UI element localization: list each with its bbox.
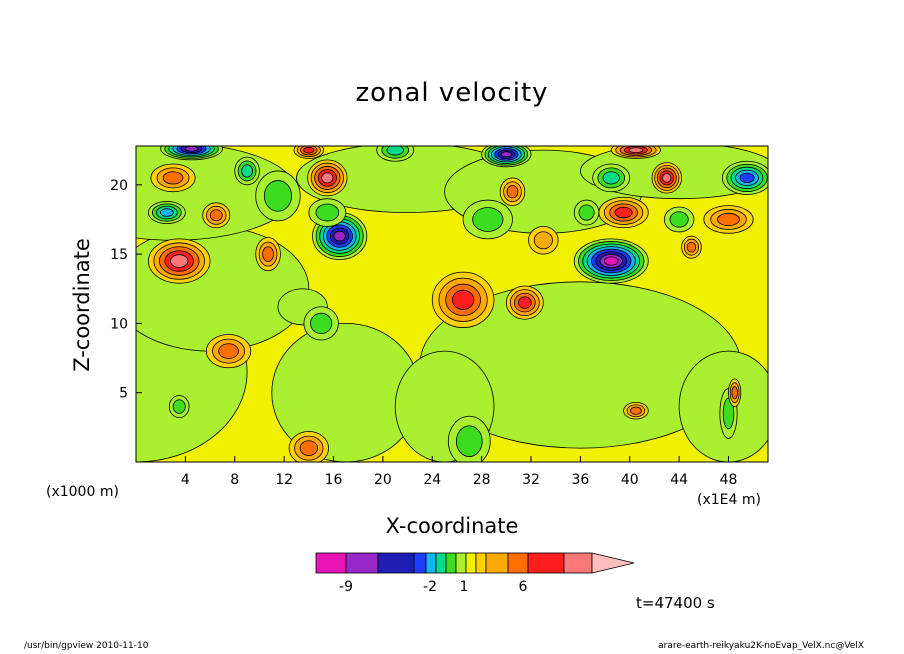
contour-5-3 [218, 343, 239, 359]
colorbar-bin-11 [507, 552, 529, 574]
x-tick-label-7: 32 [522, 472, 540, 488]
contour-21-3 [506, 185, 519, 199]
contour-27-4 [614, 206, 633, 219]
y-tick-label-2: 15 [110, 247, 128, 263]
colorbar: -9 -2 1 6 [315, 552, 635, 595]
colorbar-bin-13 [563, 552, 593, 574]
x-tick-label-5: 24 [423, 472, 441, 488]
contour-4-3 [209, 209, 223, 222]
contour-10-3 [299, 440, 318, 456]
contour-16-2 [172, 399, 186, 414]
contour-35-2 [722, 397, 735, 430]
colorbar-label-1: -2 [423, 579, 437, 595]
x-tick-label-1: 8 [230, 472, 239, 488]
colorbar-bin-2 [377, 552, 415, 574]
x-tick-label-8: 36 [571, 472, 589, 488]
footer-left: /usr/bin/gpview 2010-11-10 [24, 641, 149, 651]
contour-33-3 [717, 212, 740, 227]
colorbar-bin-1 [345, 552, 379, 574]
footer-right: arare-earth-reikyaku2K-noEvap_VelX.nc@Ve… [658, 641, 864, 651]
x-tick-label-11: 48 [720, 472, 738, 488]
colorbar-bin-3 [413, 552, 427, 574]
contour-1-3 [162, 171, 184, 185]
contour-2-4 [160, 208, 174, 217]
contour-26-2 [578, 204, 595, 221]
plot-area [136, 146, 768, 462]
contour-32-5 [739, 172, 755, 184]
contour-7-2 [263, 180, 293, 212]
contour-22-2 [533, 231, 553, 250]
colorbar-bin-8 [465, 552, 477, 574]
x-tick-label-4: 20 [374, 472, 392, 488]
x-unit-label: (x1000 m) [46, 484, 119, 500]
colorbar-bin-4 [425, 552, 437, 574]
contour-37-3 [630, 406, 642, 415]
time-label: t=47400 s [636, 594, 715, 612]
contour-20-2 [472, 207, 504, 232]
colorbar-label-0: -9 [339, 579, 353, 595]
colorbar-bin-5 [435, 552, 447, 574]
colorbar-arrow [591, 552, 635, 574]
contour-8-3 [262, 246, 274, 262]
colorbar-bin-12 [527, 552, 565, 574]
contour-17-3 [386, 146, 404, 156]
y-tick-label-3: 20 [110, 178, 128, 194]
colorbar-bin-7 [455, 552, 467, 574]
contour-19-4 [517, 296, 532, 309]
contour-31-2 [669, 211, 689, 228]
field-region-1 [136, 226, 310, 352]
contour-25-8 [603, 256, 619, 266]
contour-13-2 [315, 203, 340, 222]
x-tick-label-6: 28 [473, 472, 491, 488]
colorbar-bin-0 [315, 552, 347, 574]
plot-frame [135, 145, 769, 463]
y-unit-label: (x1E4 m) [697, 492, 761, 508]
contour-28-3 [602, 171, 620, 185]
y-tick-label-1: 10 [110, 316, 128, 332]
x-tick-label-10: 44 [670, 472, 688, 488]
colorbar-bin-6 [445, 552, 457, 574]
contour-34-3 [686, 241, 697, 253]
contour-23-2 [455, 425, 483, 457]
x-tick-label-9: 40 [621, 472, 639, 488]
y-axis-label: Z-coordinate [70, 238, 94, 372]
contour-36-3 [731, 386, 738, 400]
contour-15-4 [303, 146, 315, 154]
contour-30-5 [628, 147, 644, 153]
contour-14-2 [310, 312, 333, 335]
x-axis-label: X-coordinate [385, 514, 519, 538]
colorbar-bin-9 [475, 552, 487, 574]
x-tick-label-3: 16 [325, 472, 343, 488]
contour-29-5 [662, 173, 672, 183]
contour-24-7 [500, 151, 512, 158]
colorbar-label-2: 1 [460, 579, 469, 595]
contour-12-7 [333, 230, 346, 242]
contour-11-5 [321, 172, 334, 184]
x-tick-label-0: 4 [181, 472, 190, 488]
contour-6-3 [241, 164, 253, 178]
contour-0-5 [169, 254, 189, 268]
contour-3-7 [184, 146, 199, 152]
colorbar-label-3: 6 [519, 579, 528, 595]
y-tick-label-0: 5 [119, 386, 128, 402]
chart-title: zonal velocity [355, 78, 549, 108]
colorbar-bin-10 [485, 552, 509, 574]
x-tick-label-2: 12 [275, 472, 293, 488]
contour-18-4 [451, 289, 475, 310]
